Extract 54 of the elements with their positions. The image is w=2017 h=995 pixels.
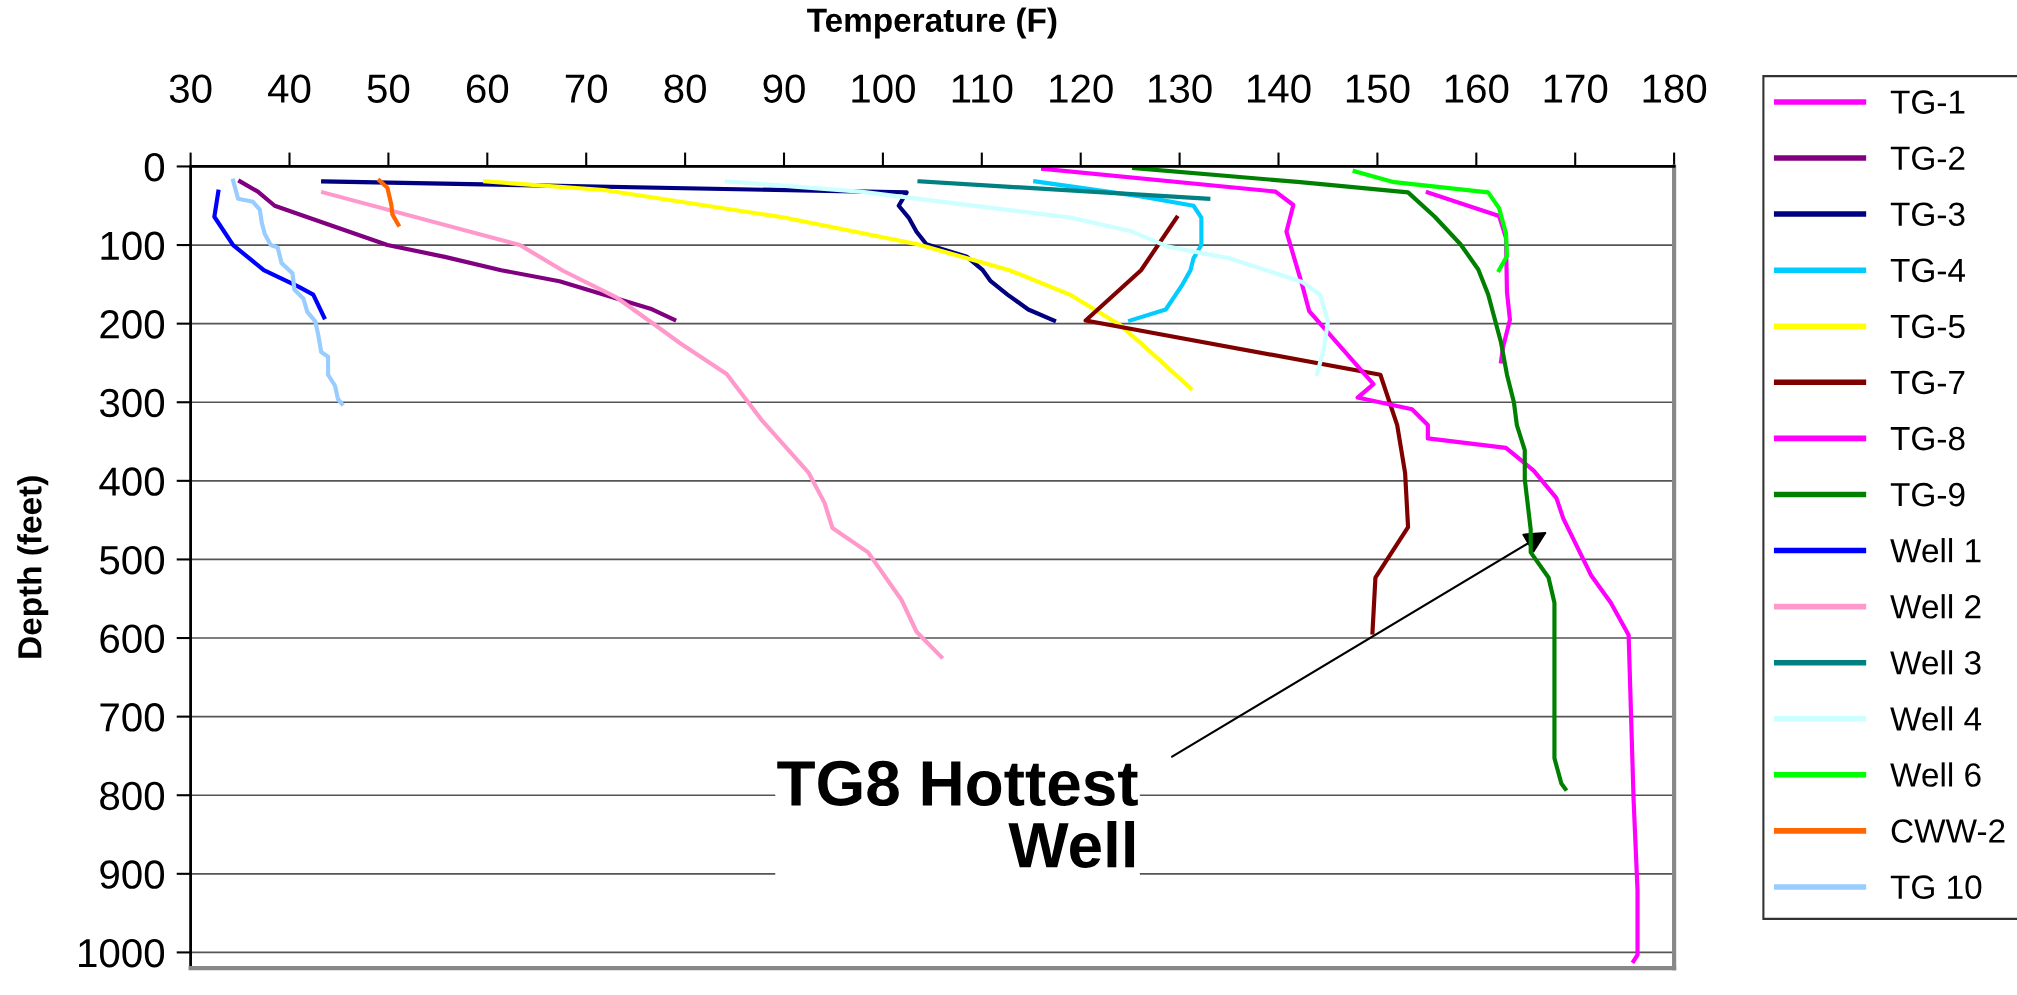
legend-label: TG-1 bbox=[1890, 90, 1965, 114]
legend-label: Well 6 bbox=[1890, 762, 1981, 787]
y-tick-label: 900 bbox=[100, 860, 165, 889]
line-series bbox=[321, 190, 944, 659]
x-tick-label: 70 bbox=[565, 74, 608, 103]
legend-label: TG-2 bbox=[1890, 146, 1965, 171]
y-tick-label: 200 bbox=[100, 310, 165, 339]
line-series bbox=[377, 178, 401, 227]
line-series bbox=[1352, 169, 1510, 273]
y-tick-label: 1000 bbox=[79, 938, 165, 968]
line-series bbox=[1083, 215, 1411, 635]
annotation: TG8 Hottest Well bbox=[777, 760, 1138, 868]
y-tick-label: 100 bbox=[101, 231, 165, 261]
legend-label: TG 10 bbox=[1890, 875, 1982, 899]
x-tick-label: 30 bbox=[169, 74, 212, 103]
legend-label: TG-5 bbox=[1890, 314, 1965, 339]
legend-label: Well 4 bbox=[1890, 706, 1982, 731]
legend-label: TG-8 bbox=[1890, 426, 1965, 451]
x-tick-label: 130 bbox=[1149, 74, 1212, 103]
line-series bbox=[237, 179, 677, 322]
x-tick-label: 140 bbox=[1247, 74, 1311, 103]
x-tick-label: 90 bbox=[763, 74, 805, 103]
line-series bbox=[483, 179, 1193, 391]
x-tick-label: 180 bbox=[1643, 74, 1707, 103]
y-tick-label: 800 bbox=[100, 781, 165, 811]
x-tick-label: 80 bbox=[664, 74, 706, 103]
legend-label: Well 1 bbox=[1890, 538, 1981, 563]
y-axis-title: Depth (feet) bbox=[17, 476, 49, 658]
line-series bbox=[231, 178, 345, 406]
x-tick-label: 170 bbox=[1544, 74, 1608, 103]
x-tick-label: 60 bbox=[466, 74, 509, 103]
y-tick-label: 700 bbox=[100, 703, 165, 732]
x-tick-label: 40 bbox=[268, 74, 311, 103]
y-tick-label: 400 bbox=[99, 467, 165, 496]
x-tick-label: 120 bbox=[1050, 74, 1113, 103]
line-series bbox=[724, 179, 1331, 377]
legend-label: Well 3 bbox=[1890, 650, 1981, 675]
x-tick-label: 150 bbox=[1346, 74, 1410, 103]
y-tick-label: 600 bbox=[100, 624, 165, 654]
y-tick-label: 500 bbox=[100, 545, 165, 575]
line-series bbox=[212, 189, 327, 320]
legend-label: Well 2 bbox=[1890, 594, 1981, 619]
x-tick-label: 160 bbox=[1445, 74, 1509, 103]
x-tick-label: 50 bbox=[367, 74, 410, 103]
legend-label: TG-3 bbox=[1890, 202, 1965, 227]
y-tick-label: 0 bbox=[144, 152, 165, 182]
x-axis-title: Temperature (F) bbox=[807, 7, 1057, 39]
legend-label: TG-9 bbox=[1890, 482, 1965, 507]
legend-label: TG-4 bbox=[1890, 258, 1966, 283]
y-tick-label: 300 bbox=[99, 388, 165, 418]
legend-label: TG-7 bbox=[1890, 370, 1965, 395]
legend-label: CWW-2 bbox=[1891, 819, 2005, 843]
x-tick-label: 100 bbox=[852, 74, 915, 103]
x-tick-label: 110 bbox=[952, 74, 1013, 103]
